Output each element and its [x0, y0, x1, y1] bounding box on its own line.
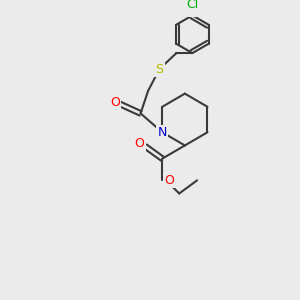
Text: O: O [135, 137, 145, 150]
Text: O: O [164, 174, 174, 187]
Text: S: S [155, 63, 164, 76]
Text: N: N [158, 126, 167, 139]
Text: O: O [110, 96, 120, 109]
Text: Cl: Cl [186, 0, 199, 11]
